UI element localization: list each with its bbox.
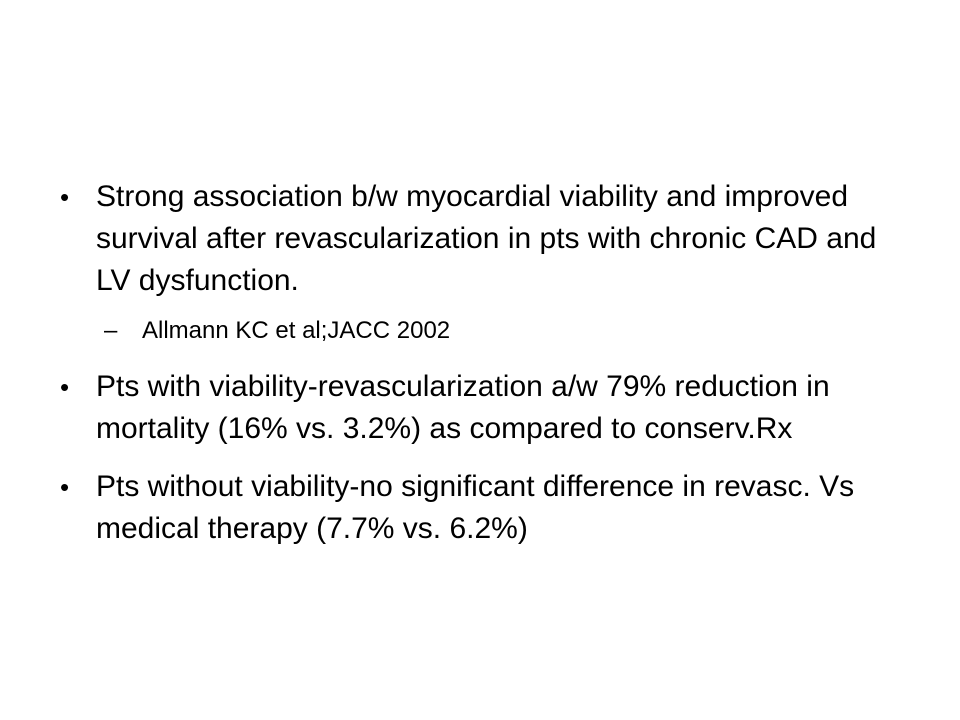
bullet-marker: • (60, 372, 70, 402)
sub-bullet-text: Allmann KC et al;JACC 2002 (142, 317, 451, 344)
bullet-text: Pts with viability-revascularization a/w… (96, 370, 830, 445)
bullet-text: Strong association b/w myocardial viabil… (96, 180, 877, 297)
sub-bullet-reference: – Allmann KC et al;JACC 2002 (60, 314, 890, 348)
bullet-text: Pts without viability-no significant dif… (96, 470, 855, 545)
bullet-item-1: • Strong association b/w myocardial viab… (60, 176, 890, 302)
bullet-list: • Strong association b/w myocardial viab… (60, 176, 890, 566)
bullet-marker: • (60, 472, 70, 502)
bullet-marker: • (60, 182, 70, 212)
sub-bullet-marker: – (104, 317, 118, 344)
bullet-item-2: • Pts with viability-revascularization a… (60, 366, 890, 450)
bullet-item-3: • Pts without viability-no significant d… (60, 466, 890, 550)
